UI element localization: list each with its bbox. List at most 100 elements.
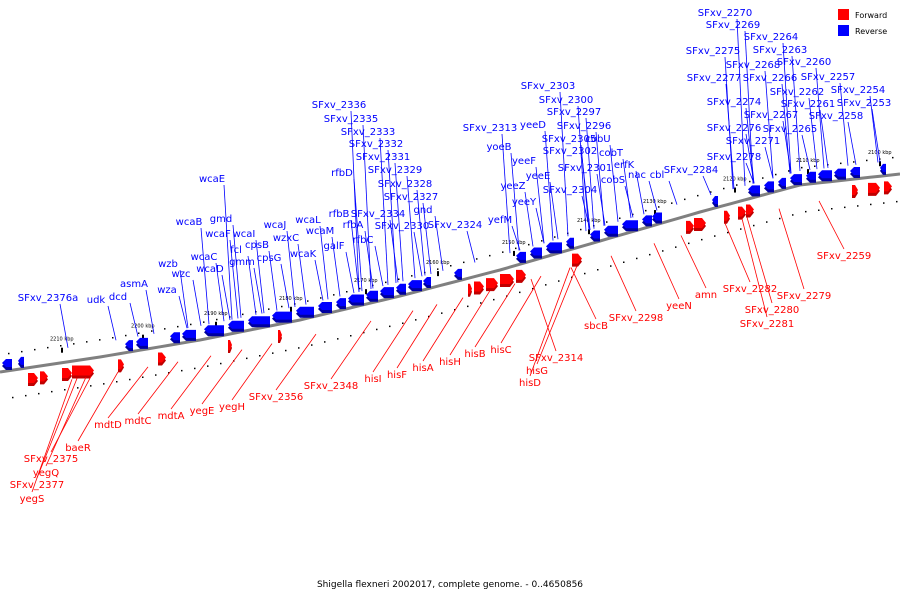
gene-label-cpsg: cpsG — [257, 253, 282, 264]
lower-tick-dot — [142, 376, 144, 378]
lower-tick-dot — [272, 352, 274, 354]
forward-gene-arrow — [468, 283, 472, 294]
reverse-label-leader — [871, 108, 881, 163]
reverse-gene-arrow — [530, 247, 542, 256]
upper-tick-dot — [684, 198, 686, 201]
lower-tick-dot — [532, 287, 534, 290]
reverse-label-leader — [466, 230, 476, 263]
forward-label-leader — [77, 371, 119, 442]
gene-label-cobs: cobS — [601, 175, 625, 186]
forward-label-leader — [422, 297, 464, 362]
gene-label-rfbb: rfbB — [329, 209, 350, 220]
gene-label-sfxv-2330: SFxv_2330 — [375, 221, 429, 232]
lower-tick-dot — [246, 357, 248, 360]
forward-label-leader — [724, 223, 751, 283]
lower-tick-dot — [103, 383, 105, 385]
upper-tick-dot — [736, 184, 738, 186]
forward-gene-arrow — [686, 220, 694, 231]
reverse-label-leader — [297, 243, 307, 305]
lower-tick-dot — [207, 365, 209, 367]
forward-gene-arrow — [228, 340, 232, 350]
gene-label-dcd: dcd — [109, 292, 127, 303]
forward-label-leader — [449, 290, 491, 356]
lower-tick-dot — [51, 390, 53, 393]
map-caption: Shigella flexneri 2002017, complete geno… — [317, 580, 583, 590]
lower-tick-dot — [168, 372, 170, 374]
gene-label-erfk: erfK — [614, 160, 635, 171]
lower-tick-dot — [766, 221, 768, 223]
lower-tick-dot — [64, 389, 66, 391]
gene-label-gmm: gmm — [229, 257, 255, 268]
gene-label-wcad: wcaD — [196, 264, 224, 275]
legend-reverse-swatch — [838, 25, 849, 36]
reverse-label-leader — [819, 109, 829, 168]
reverse-gene-arrow — [834, 168, 846, 177]
gene-label-sfxv-2376a: SFxv_2376a — [18, 293, 79, 304]
lower-tick-dot — [298, 347, 300, 349]
lower-tick-dot — [38, 392, 40, 395]
lower-tick-dot — [844, 206, 846, 209]
lower-tick-dot — [155, 374, 157, 376]
reverse-gene-arrow — [590, 230, 600, 239]
upper-tick-dot — [34, 348, 36, 351]
reverse-gene-arrow — [136, 337, 148, 346]
upper-tick-dot — [86, 341, 88, 343]
upper-tick-dot — [346, 291, 348, 293]
reverse-label-leader — [314, 259, 324, 301]
upper-tick-dot — [411, 275, 413, 277]
gene-label-sfxv-2335: SFxv_2335 — [324, 114, 378, 125]
upper-tick-dot — [151, 330, 153, 332]
gene-label-sfxv-2268: SFxv_2268 — [726, 60, 780, 71]
upper-tick-dot — [814, 165, 816, 167]
reverse-gene-arrow — [604, 225, 618, 234]
reverse-gene-arrow — [170, 332, 180, 341]
lower-tick-dot — [805, 210, 807, 213]
lower-tick-dot — [376, 328, 378, 331]
reverse-gene-arrow — [272, 311, 292, 320]
gene-label-rfbd: rfbD — [331, 168, 353, 179]
gene-label-sfxv-2271: SFxv_2271 — [726, 136, 780, 147]
tick-mark — [513, 250, 515, 256]
gene-label-wcaf: wcaF — [205, 229, 231, 240]
upper-tick-dot — [489, 254, 491, 257]
reverse-label-leader — [200, 227, 210, 325]
upper-tick-dot — [541, 240, 543, 242]
gene-label-sfxv-2260: SFxv_2260 — [777, 57, 831, 68]
gene-label-sfxv-2301: SFxv_2301 — [558, 163, 612, 174]
reverse-gene-arrow — [366, 290, 378, 299]
reverse-gene-arrow — [806, 171, 816, 180]
lower-tick-dot — [571, 276, 573, 279]
gene-label-sfxv-2278: SFxv_2278 — [707, 152, 761, 163]
upper-tick-dot — [281, 305, 283, 308]
upper-tick-dot — [840, 162, 842, 165]
lower-tick-dot — [194, 367, 196, 370]
forward-label-leader — [396, 304, 438, 369]
upper-tick-dot — [645, 209, 647, 212]
forward-gene-arrow — [868, 182, 880, 193]
lower-tick-dot — [116, 381, 118, 383]
gene-label-hisi: hisI — [364, 374, 381, 385]
upper-tick-dot — [164, 328, 166, 330]
lower-tick-dot — [831, 208, 833, 210]
gene-label-sfxv-2259: SFxv_2259 — [817, 251, 871, 262]
lower-tick-dot — [740, 228, 742, 230]
reverse-label-leader — [745, 162, 755, 184]
reverse-label-leader — [544, 130, 554, 241]
gene-label-yegq: yegQ — [33, 468, 59, 479]
gene-label-cbl: cbl — [650, 170, 665, 181]
upper-tick-dot — [697, 194, 699, 197]
reverse-gene-arrow — [764, 181, 774, 190]
tick-label: 2150 kbp — [502, 240, 526, 246]
gene-label-wcae: wcaE — [199, 174, 225, 185]
gene-label-hisb: hisB — [464, 349, 485, 360]
forward-label-leader — [372, 310, 414, 373]
lower-tick-dot — [779, 217, 781, 220]
forward-label-leader — [778, 208, 805, 290]
upper-tick-dot — [125, 334, 127, 337]
lower-tick-dot — [714, 235, 716, 237]
lower-tick-dot — [493, 298, 495, 301]
upper-tick-dot — [788, 170, 790, 172]
upper-tick-dot — [21, 350, 23, 353]
reverse-label-leader — [416, 189, 426, 276]
